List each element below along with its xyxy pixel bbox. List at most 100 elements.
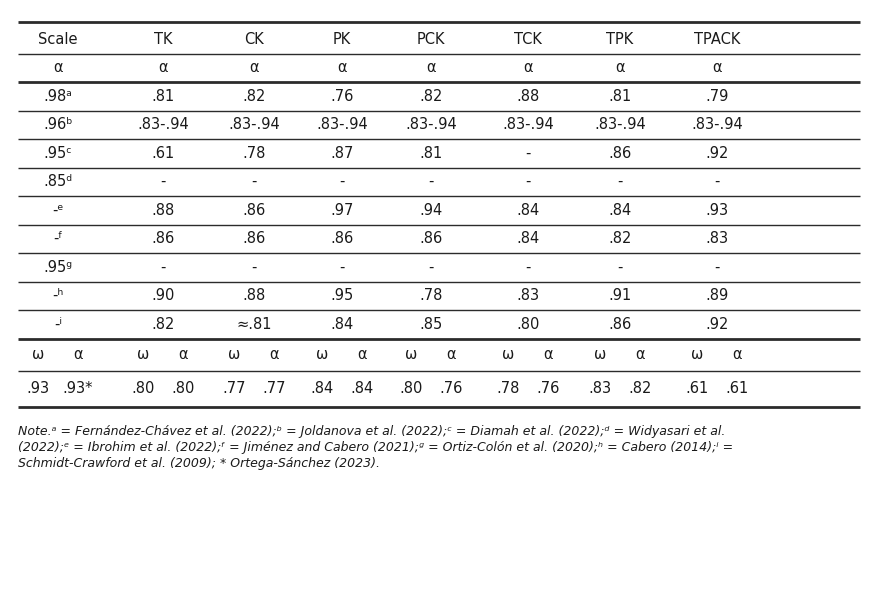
Text: ω: ω <box>594 347 606 362</box>
Text: .84: .84 <box>310 381 333 396</box>
Text: .83: .83 <box>705 231 729 246</box>
Text: .83: .83 <box>588 381 611 396</box>
Text: α: α <box>635 347 645 362</box>
Text: .85ᵈ: .85ᵈ <box>44 174 73 189</box>
Text: TK: TK <box>153 32 172 47</box>
Text: -: - <box>428 174 434 189</box>
Text: .77: .77 <box>222 381 246 396</box>
Text: -: - <box>160 260 166 275</box>
Text: CK: CK <box>244 32 264 47</box>
Text: .76: .76 <box>537 381 560 396</box>
Text: .93: .93 <box>705 203 729 218</box>
Text: .93*: .93* <box>63 381 93 396</box>
Text: .82: .82 <box>419 89 443 104</box>
Text: α: α <box>337 61 346 75</box>
Text: .83-.94: .83-.94 <box>503 117 554 132</box>
Text: .93: .93 <box>26 381 50 396</box>
Text: .61: .61 <box>685 381 709 396</box>
Text: .83-.94: .83-.94 <box>594 117 645 132</box>
Text: ω: ω <box>316 347 328 362</box>
Text: .95ᵍ: .95ᵍ <box>44 260 73 275</box>
Text: TPACK: TPACK <box>694 32 740 47</box>
Text: -ʰ: -ʰ <box>53 288 64 303</box>
Text: .86: .86 <box>419 231 443 246</box>
Text: .86: .86 <box>242 231 266 246</box>
Text: .80: .80 <box>132 381 154 396</box>
Text: .86: .86 <box>609 146 631 161</box>
Text: .86: .86 <box>609 317 631 332</box>
Text: -ᶠ: -ᶠ <box>53 231 63 246</box>
Text: -: - <box>714 260 720 275</box>
Text: .81: .81 <box>152 89 175 104</box>
Text: .91: .91 <box>609 288 631 303</box>
Text: -: - <box>252 260 257 275</box>
Text: .85: .85 <box>419 317 443 332</box>
Text: .88: .88 <box>152 203 175 218</box>
Text: .83: .83 <box>517 288 539 303</box>
Text: α: α <box>178 347 188 362</box>
Text: .83-.94: .83-.94 <box>228 117 280 132</box>
Text: ω: ω <box>32 347 44 362</box>
Text: .80: .80 <box>517 317 539 332</box>
Text: .84: .84 <box>517 231 539 246</box>
Text: .86: .86 <box>242 203 266 218</box>
Text: α: α <box>426 61 436 75</box>
Text: ω: ω <box>405 347 417 362</box>
Text: .78: .78 <box>419 288 443 303</box>
Text: .96ᵇ: .96ᵇ <box>43 117 73 132</box>
Text: TPK: TPK <box>606 32 633 47</box>
Text: .90: .90 <box>152 288 175 303</box>
Text: -ⁱ: -ⁱ <box>54 317 62 332</box>
Text: .78: .78 <box>496 381 520 396</box>
Text: .87: .87 <box>331 146 353 161</box>
Text: TCK: TCK <box>514 32 542 47</box>
Text: .84: .84 <box>331 317 353 332</box>
Text: ω: ω <box>502 347 514 362</box>
Text: .82: .82 <box>628 381 652 396</box>
Text: .95ᶜ: .95ᶜ <box>44 146 72 161</box>
Text: .92: .92 <box>705 146 729 161</box>
Text: .98ᵃ: .98ᵃ <box>44 89 73 104</box>
Text: .86: .86 <box>152 231 175 246</box>
Text: PCK: PCK <box>417 32 446 47</box>
Text: α: α <box>357 347 367 362</box>
Text: α: α <box>249 61 259 75</box>
Text: α: α <box>446 347 456 362</box>
Text: .89: .89 <box>705 288 729 303</box>
Text: α: α <box>53 61 63 75</box>
Text: -: - <box>714 174 720 189</box>
Text: .80: .80 <box>399 381 423 396</box>
Text: PK: PK <box>333 32 351 47</box>
Text: .82: .82 <box>152 317 175 332</box>
Text: .83-.94: .83-.94 <box>691 117 743 132</box>
Text: Schmidt-Crawford et al. (2009); * Ortega-Sánchez (2023).: Schmidt-Crawford et al. (2009); * Ortega… <box>18 457 380 470</box>
Text: α: α <box>543 347 553 362</box>
Text: .79: .79 <box>705 89 729 104</box>
Text: .80: .80 <box>171 381 195 396</box>
Text: .84: .84 <box>609 203 631 218</box>
Text: Scale: Scale <box>39 32 78 47</box>
Text: .77: .77 <box>262 381 286 396</box>
Text: .88: .88 <box>517 89 539 104</box>
Text: ω: ω <box>137 347 149 362</box>
Text: ω: ω <box>228 347 240 362</box>
Text: .82: .82 <box>609 231 631 246</box>
Text: .84: .84 <box>351 381 374 396</box>
Text: ≈.81: ≈.81 <box>236 317 272 332</box>
Text: .61: .61 <box>725 381 749 396</box>
Text: -: - <box>525 146 531 161</box>
Text: α: α <box>732 347 742 362</box>
Text: .83-.94: .83-.94 <box>316 117 367 132</box>
Text: .84: .84 <box>517 203 539 218</box>
Text: α: α <box>712 61 722 75</box>
Text: .76: .76 <box>331 89 353 104</box>
Text: -ᵉ: -ᵉ <box>53 203 64 218</box>
Text: .83-.94: .83-.94 <box>405 117 457 132</box>
Text: -: - <box>339 174 345 189</box>
Text: -: - <box>617 260 623 275</box>
Text: .81: .81 <box>609 89 631 104</box>
Text: -: - <box>160 174 166 189</box>
Text: -: - <box>525 174 531 189</box>
Text: .97: .97 <box>331 203 353 218</box>
Text: -: - <box>525 260 531 275</box>
